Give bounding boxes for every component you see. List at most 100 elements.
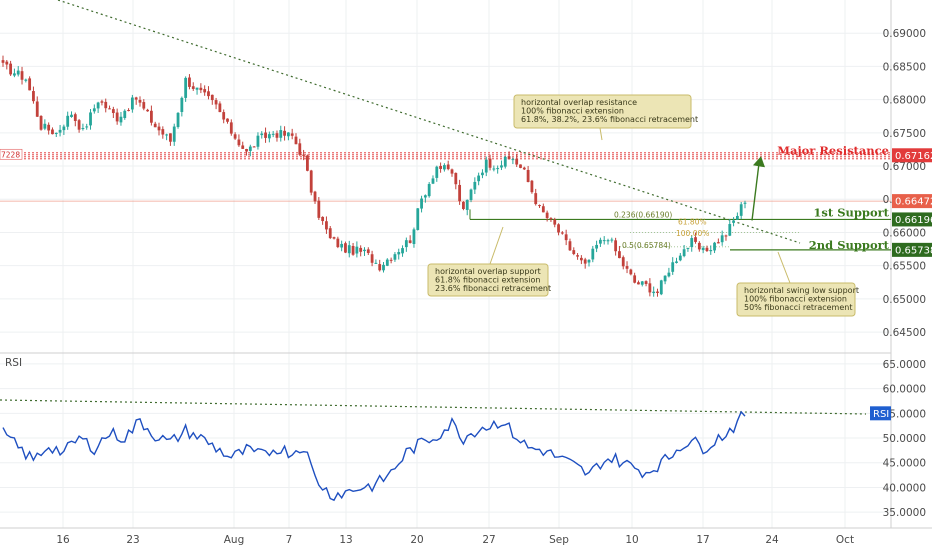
price-tick-label: 0.65000 (883, 294, 926, 306)
candle-body (572, 250, 576, 255)
candle-body (412, 229, 416, 245)
time-tick-label: Sep (549, 534, 569, 546)
candle-body (477, 175, 481, 182)
candle-body (735, 215, 739, 220)
candle-body (237, 139, 241, 146)
fib-label: 61.80% (678, 217, 707, 226)
candle-body (397, 252, 401, 255)
candle-body (92, 108, 96, 112)
candle-body (423, 195, 427, 198)
rsi-series (2, 410, 746, 502)
first-support-price-tag-text: 0.66196 (895, 215, 932, 226)
candle-body (294, 136, 298, 145)
candle-body (671, 262, 675, 272)
candle-body (644, 281, 648, 284)
candle-body (157, 126, 161, 131)
candle-body (606, 240, 610, 242)
rsi-line-path (2, 410, 746, 502)
time-tick-label: Oct (836, 534, 854, 546)
candle-body (203, 89, 207, 93)
candle-body (13, 73, 16, 76)
candle-body (385, 259, 389, 266)
candle-body (298, 143, 302, 155)
candle-body (275, 133, 279, 138)
price-tick-label: 0.67500 (883, 128, 926, 140)
candle-body (629, 269, 633, 275)
candle-body (161, 129, 165, 135)
candle-body (549, 218, 553, 220)
candle-body (442, 165, 446, 170)
candle-body (488, 158, 492, 168)
candle-body (325, 221, 328, 230)
candle-body (169, 133, 172, 142)
support1-note-line: horizontal overlap support (435, 267, 541, 276)
candle-body (347, 245, 351, 254)
target-arrow-shaft (751, 163, 760, 221)
candle-body (302, 154, 306, 156)
candle-body (5, 61, 9, 65)
candle-body (165, 134, 169, 136)
candle-body (359, 247, 363, 252)
candle-body (363, 249, 366, 252)
candle-body (465, 199, 469, 210)
candle-body (328, 228, 332, 239)
candle-body (188, 77, 191, 87)
candle-body (226, 118, 229, 122)
candle-body (579, 257, 583, 261)
second-support-label: 2nd Support (809, 238, 890, 252)
candle-body (416, 208, 420, 230)
candle-body (35, 101, 39, 117)
rsi-tick-label: 50.0000 (883, 433, 926, 445)
candle-body (526, 169, 530, 183)
resistance-note-line: 61.8%, 38.2%, 23.6% fibonacci retracemen… (521, 115, 698, 124)
rsi-value-tag-text: RSI (873, 409, 889, 420)
candlesticks (1, 55, 747, 297)
candle-body (446, 164, 450, 170)
candle-body (210, 94, 214, 101)
price-tick-label: 0.67000 (883, 161, 926, 173)
candle-body (686, 247, 690, 249)
candle-body (77, 120, 81, 130)
candle-body (625, 266, 629, 269)
last-price-tag-box (892, 194, 932, 209)
candle-body (614, 240, 618, 252)
rsi-tick-label: 60.0000 (883, 384, 926, 396)
candle-body (306, 155, 309, 171)
candle-body (732, 220, 735, 223)
candle-body (70, 114, 73, 117)
candle-body (47, 124, 51, 131)
candle-body (716, 242, 720, 244)
candle-body (694, 237, 697, 242)
candle-body (682, 249, 686, 257)
candle-body (20, 71, 24, 80)
rsi-value-tag-box (870, 406, 891, 421)
candle-body (404, 240, 408, 248)
rsi-gridlines (0, 363, 891, 513)
candle-body (389, 259, 393, 261)
candle-body (51, 129, 54, 135)
candle-body (534, 193, 538, 205)
first-support-label: 1st Support (813, 205, 889, 219)
candle-body (138, 99, 142, 103)
candle-body (366, 249, 370, 253)
candle-body (408, 240, 412, 243)
candle-body (313, 191, 317, 202)
candle-body (130, 97, 134, 110)
fibonacci-labels: 0.236(0.66190) 61.80% 100.00% 0.5(0.65784) (614, 210, 709, 249)
candle-body (484, 159, 488, 173)
candle-body (557, 224, 560, 233)
candle-body (172, 126, 176, 142)
candle-body (473, 181, 477, 190)
candle-body (370, 254, 374, 263)
candle-body (344, 243, 347, 253)
candle-body (545, 212, 549, 218)
price-tick-label: 0.69000 (883, 28, 926, 40)
fib-label: 0.236(0.66190) (614, 210, 672, 219)
candle-body (218, 103, 222, 113)
candle-body (503, 156, 507, 167)
support1-note-pointer (489, 226, 504, 265)
candle-body (321, 216, 325, 222)
time-tick-label: 13 (339, 534, 352, 546)
candle-body (267, 134, 271, 139)
candle-body (739, 204, 743, 216)
